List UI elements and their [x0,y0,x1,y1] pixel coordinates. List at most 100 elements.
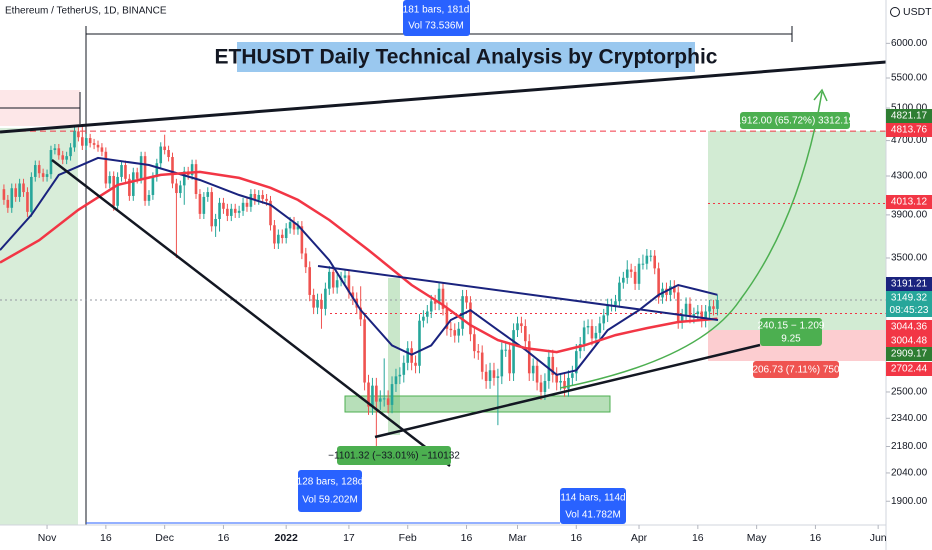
x-tick-label: 16 [692,532,704,544]
candle-body [182,171,186,186]
candle-body [476,351,480,353]
candle-body [159,146,163,164]
ratio-text: 9.25 [781,334,801,345]
candle-body [386,398,390,405]
measure-text: Vol 73.536M [408,21,464,32]
candle-body [488,370,492,381]
candle-body [602,315,606,324]
candle-body [261,194,264,199]
candle-body [84,138,88,146]
candle-body [331,271,335,288]
candle-body [96,144,100,148]
candle-body [676,292,680,323]
stop-text: 206.73 (7.11%) 750 [752,365,840,376]
candle-body [716,300,719,309]
candle-body [551,356,555,375]
measure-box [298,470,362,512]
candle-body [618,282,621,302]
candle-body [382,398,386,400]
candle-body [555,374,558,383]
candle-body [402,362,406,375]
candle-body [45,174,49,177]
price-label: 3044.36 [891,322,928,333]
candle-body [673,286,676,293]
projection-curve [559,91,823,389]
candle-body [457,328,460,336]
candle-body [422,316,425,321]
candle-body [273,225,276,244]
x-tick-label: Apr [631,532,648,544]
candle-body [657,268,660,298]
candle-body [441,288,445,309]
candle-body [453,330,457,336]
candle-body [574,351,578,374]
y-tick-label: 4700.00 [891,135,928,146]
candle-body [30,176,33,212]
candle-body [606,305,609,316]
candle-body [61,155,65,160]
candle-body [163,146,166,151]
candle-body [641,263,645,265]
candle-body [418,320,421,366]
candle-body [218,202,221,219]
candle-body [175,183,178,194]
measure-text: 114 bars, 114d [560,493,625,504]
candle-body [598,323,602,333]
candle-body [708,306,711,312]
y-tick-label: 5100.00 [891,103,928,114]
candle-body [567,377,570,389]
candle-body [669,286,672,295]
candle-body [527,341,531,374]
moving-average [0,156,718,376]
candle-body [437,288,441,304]
x-tick-label: Nov [38,532,57,544]
candle-body [292,222,296,230]
candle-body [202,196,206,214]
currency-icon [890,7,900,17]
candle-body [112,176,115,206]
candle-body [171,157,174,184]
price-label-box [886,334,932,348]
candle-body [179,185,182,194]
candle-body [277,234,280,244]
candle-body [120,165,123,177]
candle-body [77,131,80,138]
candle-body [245,202,249,207]
price-marks [0,126,886,451]
ratio-box [760,318,822,346]
candle-body [33,165,37,177]
x-tick-label: 2022 [275,532,299,544]
y-tick-label: 2040.00 [891,468,928,479]
candle-body [222,202,225,209]
candle-body [151,176,155,195]
x-tick-label: Jun [870,532,887,544]
x-tick-label: 16 [218,532,230,544]
candle-body [429,301,433,312]
candle-body [328,271,331,289]
candle-body [320,299,323,309]
currency: USDT [903,6,932,18]
candle-body [324,288,327,309]
candle-body [241,202,245,211]
x-tick-label: 16 [810,532,822,544]
candle-body [712,306,715,309]
candle-body [469,302,472,335]
price-label: 3004.48 [891,336,928,347]
candle-body [131,172,135,196]
measure-text: 128 bars, 128d [297,477,364,488]
candle-body [116,176,119,206]
candle-body [433,301,437,304]
candle-body [445,308,449,329]
candle-body [65,156,68,160]
candle-body [2,189,6,200]
price-label: 4821.17 [891,111,928,122]
trend-line [51,159,451,467]
ratio-text: 240.15 − 1.209 [757,321,824,332]
candle-body [512,330,515,374]
candle-body [22,183,25,193]
candle-body [296,226,300,230]
candle-body [269,200,272,226]
y-tick-label: 6000.00 [891,38,928,49]
x-tick-label: 16 [461,532,473,544]
candle-body [480,352,484,372]
